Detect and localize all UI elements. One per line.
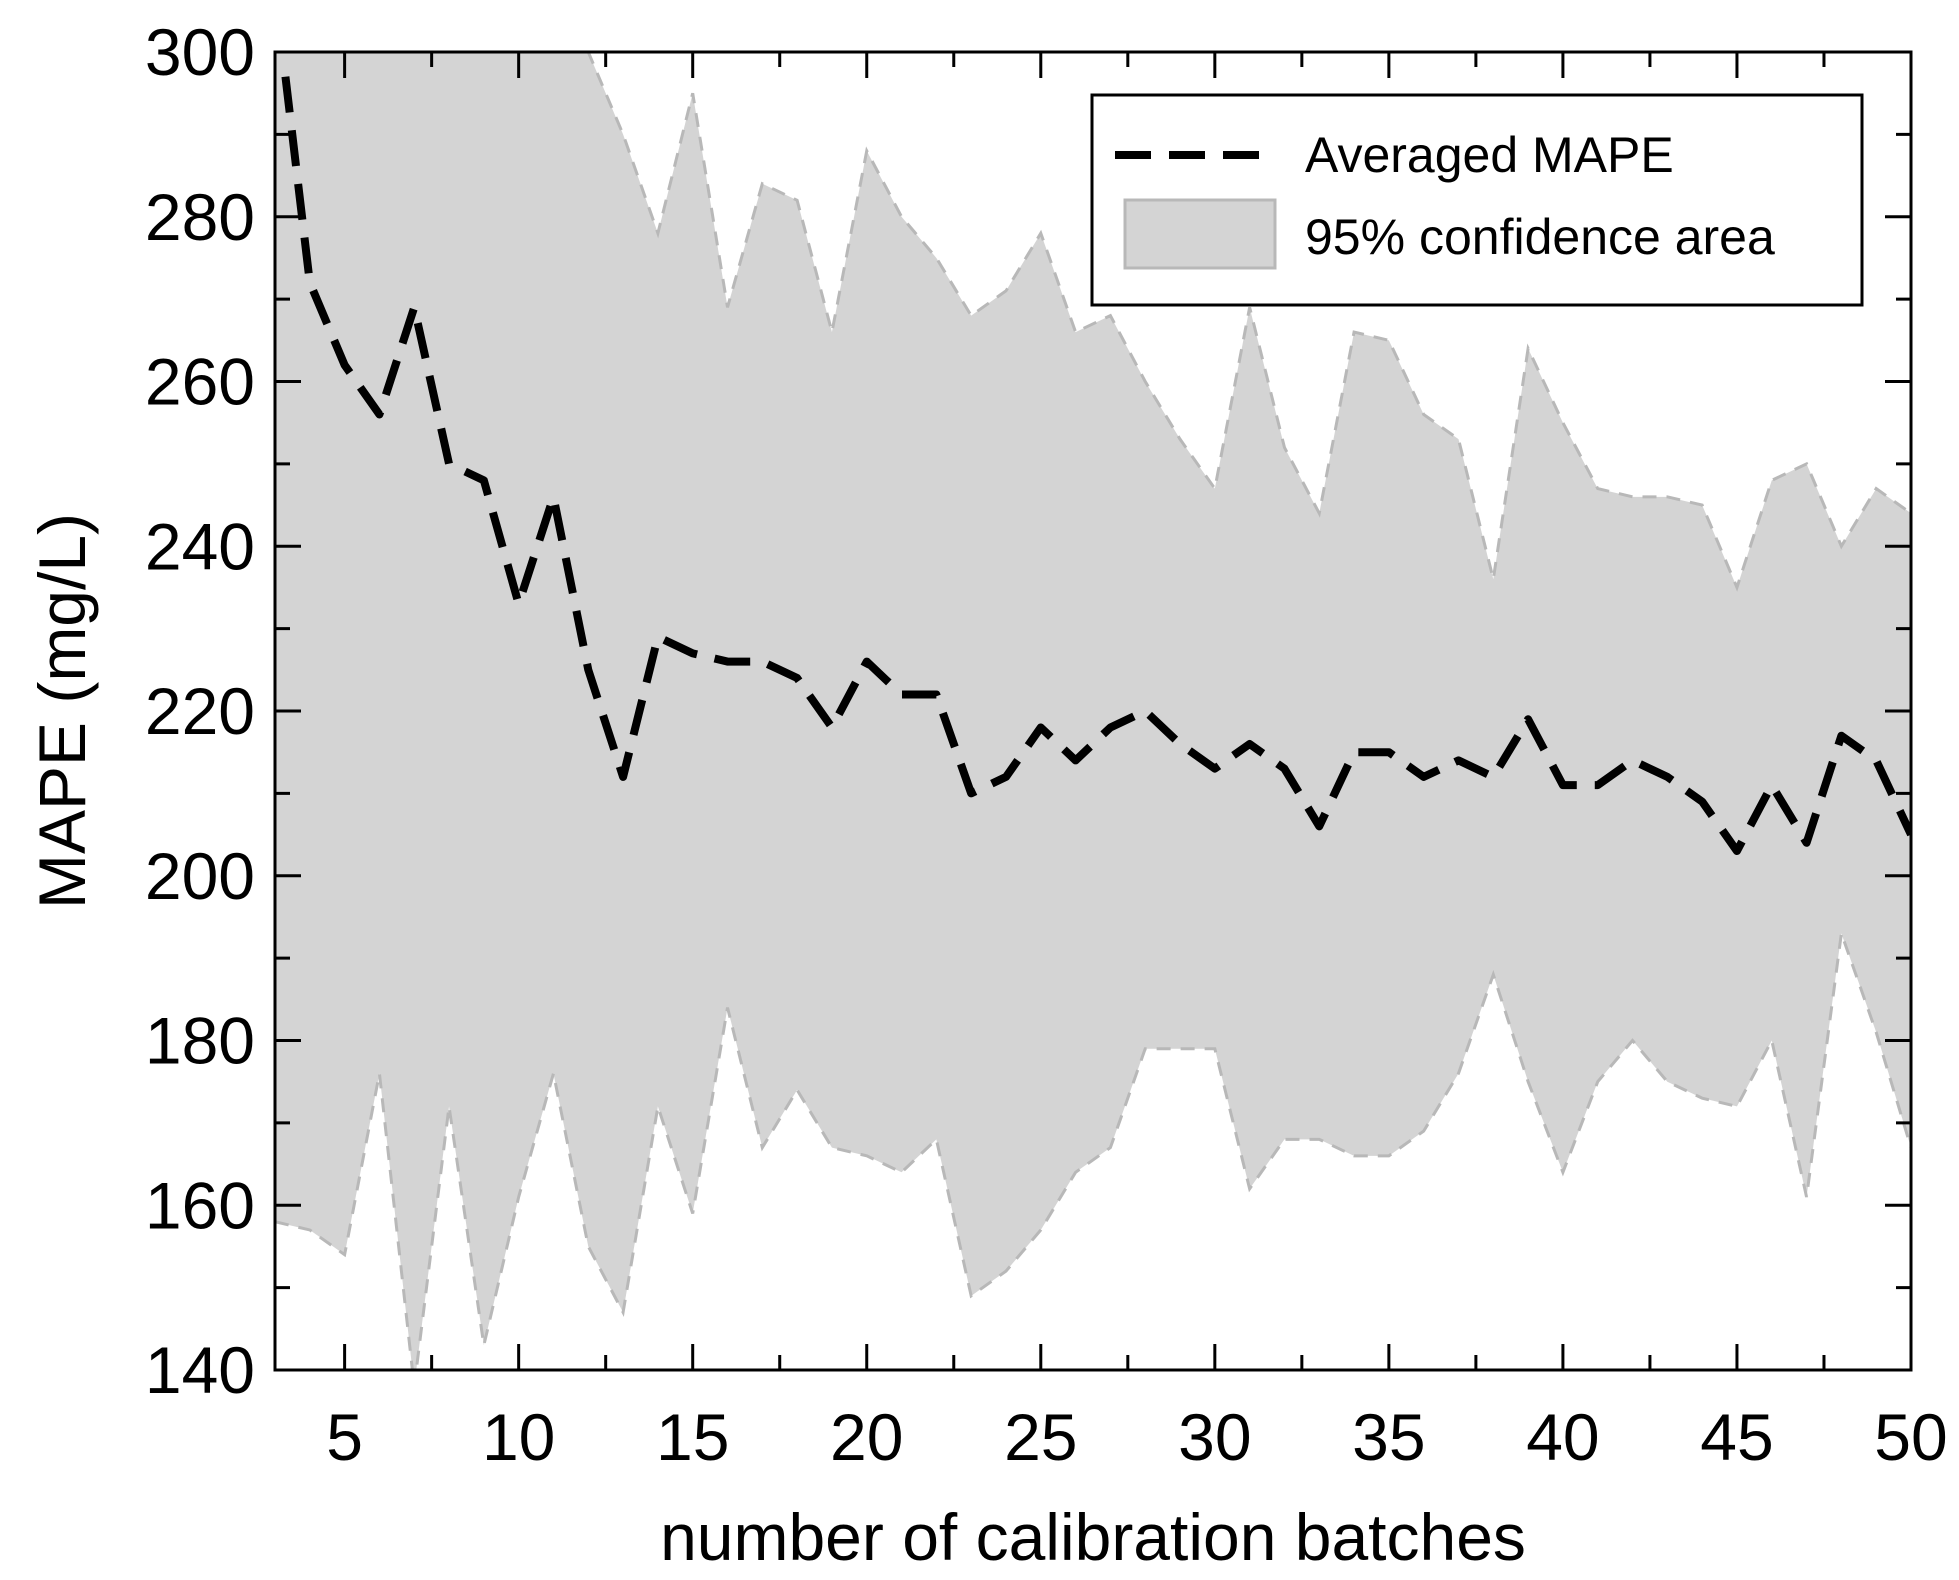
- x-tick-label: 45: [1700, 1400, 1773, 1474]
- x-axis-title: number of calibration batches: [660, 1500, 1526, 1574]
- y-tick-label: 300: [145, 15, 255, 89]
- legend-area-swatch: [1123, 198, 1277, 270]
- y-axis-ticks: 140 160 180 200 220 240 260 280 300: [145, 15, 1911, 1407]
- x-tick-label: 25: [1004, 1400, 1077, 1474]
- x-tick-label: 30: [1178, 1400, 1251, 1474]
- y-tick-label: 180: [145, 1004, 255, 1078]
- averaged-mape-line-layer: [281, 76, 1911, 856]
- y-tick-label: 240: [145, 509, 255, 583]
- legend: Averaged MAPE 95% confidence area: [1090, 93, 1864, 307]
- x-tick-label: 35: [1352, 1400, 1425, 1474]
- confidence-area-fill: [275, 52, 1911, 1370]
- x-axis-ticks: 5 10 15 20 25 30 35 40 45 50: [326, 52, 1948, 1474]
- x-tick-label: 20: [830, 1400, 903, 1474]
- x-tick-label: 40: [1526, 1400, 1599, 1474]
- y-tick-label: 280: [145, 180, 255, 254]
- confidence-area-layer: [275, 52, 1911, 1370]
- y-axis-title: MAPE (mg/L): [25, 513, 99, 909]
- legend-label-averaged-mape: Averaged MAPE: [1305, 127, 1674, 183]
- y-tick-label: 220: [145, 674, 255, 748]
- y-tick-label: 200: [145, 839, 255, 913]
- x-tick-label: 15: [656, 1400, 729, 1474]
- x-tick-label: 50: [1874, 1400, 1947, 1474]
- averaged-mape-line: [281, 76, 1911, 856]
- y-tick-label: 140: [145, 1333, 255, 1407]
- confidence-upper-edge: [275, 52, 1911, 592]
- legend-label-confidence-area: 95% confidence area: [1305, 209, 1775, 265]
- x-tick-label: 10: [482, 1400, 555, 1474]
- confidence-lower-edge: [275, 932, 1911, 1370]
- x-tick-label: 5: [326, 1400, 363, 1474]
- y-tick-label: 160: [145, 1168, 255, 1242]
- y-tick-label: 260: [145, 345, 255, 419]
